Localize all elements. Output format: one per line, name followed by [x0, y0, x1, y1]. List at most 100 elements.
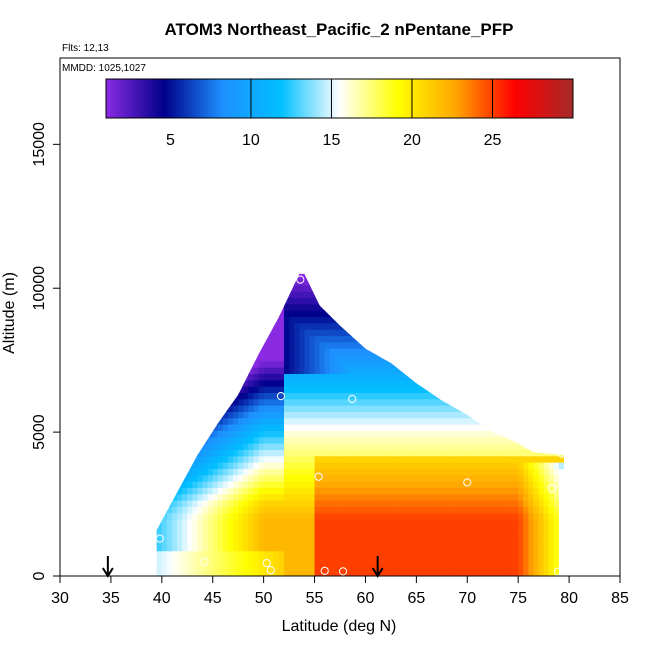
- heatmap-cell: [487, 455, 494, 463]
- heatmap-cell: [472, 525, 479, 533]
- heatmap-cell: [360, 512, 367, 520]
- heatmap-cell: [243, 392, 249, 400]
- heatmap-cell: [543, 341, 550, 349]
- heatmap-cell: [533, 297, 540, 305]
- heatmap-cell: [462, 360, 468, 368]
- heatmap-cell: [309, 322, 316, 330]
- heatmap-cell: [406, 512, 412, 520]
- heatmap-cell: [156, 329, 163, 337]
- heatmap-cell: [156, 506, 163, 514]
- heatmap-cell: [477, 443, 484, 450]
- heatmap-cell: [263, 436, 270, 444]
- heatmap-cell: [360, 329, 367, 337]
- heatmap-cell: [492, 386, 499, 393]
- heatmap-cell: [334, 405, 341, 412]
- heatmap-cell: [217, 398, 224, 406]
- heatmap-cell: [202, 519, 209, 526]
- heatmap-cell: [472, 297, 479, 305]
- heatmap-cell: [472, 386, 479, 393]
- heatmap-cell: [441, 443, 448, 450]
- heatmap-cell: [421, 474, 428, 482]
- heatmap-cell: [172, 449, 178, 457]
- heatmap-cell: [268, 487, 275, 495]
- heatmap-cell: [197, 310, 204, 318]
- heatmap-cell: [462, 341, 468, 349]
- heatmap-cell: [217, 455, 224, 463]
- heatmap-cell: [294, 519, 300, 526]
- heatmap-cell: [421, 341, 428, 349]
- heatmap-cell: [553, 544, 560, 552]
- heatmap-cell: [314, 544, 321, 552]
- heatmap-cell: [319, 519, 326, 526]
- heatmap-cell: [182, 544, 188, 552]
- heatmap-cell: [553, 273, 560, 280]
- heatmap-cell: [268, 506, 275, 514]
- heatmap-cell: [436, 303, 443, 311]
- heatmap-cell: [263, 273, 270, 280]
- heatmap-cell: [202, 481, 209, 488]
- heatmap-cell: [360, 544, 367, 552]
- heatmap-cell: [156, 493, 158, 501]
- heatmap-cell: [426, 462, 433, 469]
- heatmap-cell: [238, 424, 244, 431]
- heatmap-cell: [441, 379, 448, 387]
- heatmap-cell: [416, 405, 423, 412]
- heatmap-cell: [457, 284, 463, 292]
- heatmap-cell: [182, 462, 188, 469]
- heatmap-cell: [233, 379, 239, 387]
- heatmap-cell: [375, 379, 382, 387]
- heatmap-cell: [309, 531, 316, 539]
- heatmap-cell: [416, 392, 423, 400]
- heatmap-cell: [390, 474, 397, 482]
- heatmap-cell: [299, 417, 305, 425]
- heatmap-cell: [416, 525, 423, 533]
- heatmap-cell: [457, 354, 463, 362]
- heatmap-cell: [518, 468, 524, 476]
- heatmap-cell: [238, 273, 244, 280]
- heatmap-cell: [324, 386, 331, 393]
- heatmap-cell: [528, 474, 535, 482]
- heatmap-cell: [502, 449, 509, 457]
- heatmap-cell: [350, 481, 356, 488]
- heatmap-cell: [253, 563, 260, 571]
- heatmap-cell: [355, 341, 361, 349]
- heatmap-cell: [482, 310, 489, 318]
- heatmap-cell: [161, 525, 168, 533]
- heatmap-cell: [314, 424, 321, 431]
- heatmap-cell: [396, 417, 402, 425]
- heatmap-cell: [431, 557, 438, 564]
- heatmap-cell: [385, 544, 392, 552]
- heatmap-cell: [370, 468, 377, 476]
- heatmap-cell: [172, 360, 178, 368]
- heatmap-cell: [217, 367, 224, 375]
- sample-point: [463, 478, 472, 487]
- heatmap-cell: [467, 417, 473, 425]
- heatmap-cell: [558, 462, 564, 469]
- heatmap-cell: [365, 519, 372, 526]
- heatmap-cell: [431, 316, 438, 324]
- heatmap-cell: [202, 278, 209, 286]
- heatmap-cell: [161, 386, 168, 393]
- heatmap-cell: [553, 512, 560, 520]
- heatmap-cell: [436, 538, 443, 545]
- heatmap-cell: [228, 487, 234, 495]
- heatmap-cell: [268, 411, 275, 419]
- heatmap-cell: [304, 550, 311, 558]
- heatmap-cell: [513, 569, 519, 576]
- heatmap-cell: [472, 335, 479, 343]
- heatmap-cell: [217, 310, 224, 318]
- heatmap-cell: [269, 266, 275, 273]
- heatmap-cell: [182, 348, 188, 356]
- heatmap-cell: [268, 297, 275, 305]
- heatmap-cell: [421, 481, 428, 488]
- heatmap-cell: [538, 436, 545, 444]
- heatmap-cell: [177, 506, 183, 514]
- heatmap-cell: [548, 474, 555, 482]
- heatmap-cell: [375, 538, 382, 545]
- heatmap-cell: [523, 373, 529, 381]
- heatmap-cell: [548, 563, 555, 571]
- heatmap-cell: [284, 348, 290, 356]
- heatmap-cell: [217, 417, 224, 425]
- heatmap-cell: [558, 303, 564, 311]
- heatmap-cell: [375, 474, 382, 482]
